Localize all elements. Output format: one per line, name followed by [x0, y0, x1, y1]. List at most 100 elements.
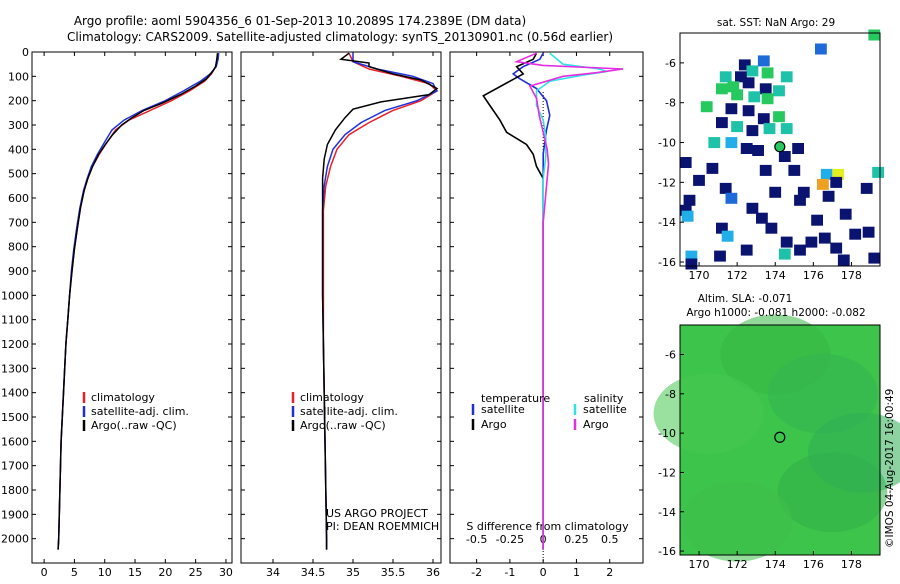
temperature-ytick-label: 700 — [8, 216, 29, 229]
sst_map-cell — [727, 81, 740, 93]
sst_map-cell — [778, 151, 791, 162]
sst_map-cell — [746, 202, 759, 214]
salinity-xtick-label: 34 — [266, 566, 280, 579]
sst_map-cell — [746, 125, 759, 137]
temperature-ytick-label: 100 — [8, 70, 29, 83]
sst_map-cell — [817, 178, 829, 190]
temperature-ytick-label: 1300 — [1, 362, 29, 375]
sst_map-cell — [765, 222, 778, 234]
difference-series-salinity-argo — [513, 52, 624, 550]
temperature-xtick-label: 30 — [219, 566, 233, 579]
sst_map-cell — [759, 83, 772, 95]
sst_map-xtick-label: 170 — [689, 269, 710, 282]
legend-salinity-title: salinity — [584, 392, 624, 405]
sst_map-cell — [860, 182, 873, 194]
sst_map-xtick-label: 172 — [727, 269, 748, 282]
temperature-legend-label-0: climatology — [91, 391, 155, 404]
salinity-xtick-label: 35.5 — [381, 566, 406, 579]
sst_map-cell — [757, 113, 770, 125]
difference-xtick-label: 2 — [606, 566, 613, 579]
sla_map-ytick-label: -14 — [658, 506, 676, 519]
sst_map-cell — [872, 166, 884, 178]
sst_map-ytick-label: -8 — [665, 97, 676, 110]
difference-xtick-label: -1 — [504, 566, 515, 579]
temperature-plot-frame — [31, 51, 233, 564]
difference-s-tick-label: 0.5 — [601, 533, 619, 546]
sst_map-ytick-label: -10 — [658, 137, 676, 150]
sst_map-cell — [742, 105, 755, 117]
sla_map-field-patch — [653, 373, 764, 454]
temperature-ytick-label: 1100 — [1, 314, 29, 327]
temperature-xtick-label: 20 — [158, 566, 172, 579]
difference-xtick-label: 0 — [540, 566, 547, 579]
sst_map-cell — [780, 236, 793, 248]
difference-s-tick-label: -0.5 — [466, 533, 487, 546]
difference-s-axis-label: S difference from climatology — [466, 520, 629, 533]
sst_map-argo-marker — [774, 141, 786, 153]
sla_map-frame — [679, 324, 881, 556]
sla_map-ytick-label: -8 — [665, 388, 676, 401]
sst_map-cell — [719, 71, 732, 83]
sst_map-cell — [731, 89, 743, 101]
temperature-ytick-label: 1200 — [1, 338, 29, 351]
sla_map-ytick-label: -16 — [658, 545, 676, 558]
sst_map-ytick-label: -6 — [665, 57, 676, 70]
sst_map-cell — [761, 93, 774, 105]
sst_map-cell — [693, 174, 705, 186]
sst_map-frame — [679, 32, 881, 267]
sst_map-cell — [721, 230, 734, 242]
sst_map-cell — [731, 121, 743, 133]
sst_map-cell — [756, 212, 768, 224]
temperature-ytick-label: 900 — [8, 265, 29, 278]
temperature-series-argo — [57, 53, 219, 550]
temperature-ytick-label: 1700 — [1, 460, 29, 473]
sst_map-cell — [706, 162, 719, 174]
sst_map-cell — [811, 214, 823, 226]
sst_map-cell — [849, 228, 862, 240]
temperature-xtick-label: 0 — [41, 566, 48, 579]
sst_map-cell — [683, 194, 696, 206]
temperature-ytick-label: 1900 — [1, 508, 29, 521]
sla_map-ytick-label: -12 — [658, 466, 676, 479]
sla_map-xtick-label: 174 — [765, 558, 786, 571]
sst_map-cell — [797, 186, 810, 198]
sst_map-cell — [725, 192, 738, 204]
sst_map-cell — [794, 194, 806, 206]
salinity-plot-frame — [240, 51, 442, 564]
temperature-xtick-label: 5 — [71, 566, 78, 579]
sst_map-cell — [815, 43, 827, 55]
sst_map-cell — [837, 254, 850, 266]
sst_map-cell — [679, 204, 692, 216]
sst_map-cell — [778, 248, 791, 260]
sst_map-cell — [862, 226, 875, 238]
temperature-ytick-label: 200 — [8, 95, 29, 108]
legend-salinity-argo-label: Argo — [583, 418, 609, 431]
temperature-ytick-label: 1000 — [1, 289, 29, 302]
sst_map-cell — [700, 101, 713, 113]
difference-s-tick-label: 0.25 — [564, 533, 589, 546]
pi-annotation: PI: DEAN ROEMMICH — [326, 520, 439, 533]
temperature-ytick-label: 2000 — [1, 533, 29, 546]
sst_map-cell — [839, 208, 852, 220]
sst_map-cell — [740, 143, 753, 154]
sst_map-ytick-label: -12 — [658, 176, 676, 189]
sst_map-cell — [719, 182, 732, 194]
difference-xtick-label: 1 — [573, 566, 580, 579]
sst_map-cell — [685, 258, 698, 270]
sst_map-cell — [780, 71, 793, 83]
sst_map-xtick-label: 178 — [841, 269, 862, 282]
temperature-ytick-label: 1500 — [1, 411, 29, 424]
sst_map-cell — [681, 210, 694, 222]
imos-credit: ©IMOS 04-Aug-2017 16:00:49 — [884, 389, 896, 548]
sst-map-panel: 170 172 174 176 178 -6 -8 -10 -12 -14 -16 — [658, 29, 884, 282]
sst_map-cell — [738, 59, 751, 71]
legend-temperature-title: temperature — [481, 392, 550, 405]
sst_map-cell — [792, 143, 804, 154]
sst_map-cell — [780, 123, 793, 135]
sst_map-cell — [752, 145, 764, 156]
sst_map-cell — [805, 236, 818, 248]
sst_map-cell — [788, 164, 801, 176]
sst_map-xtick-label: 176 — [803, 269, 824, 282]
difference-s-tick-label: -0.25 — [496, 533, 524, 546]
